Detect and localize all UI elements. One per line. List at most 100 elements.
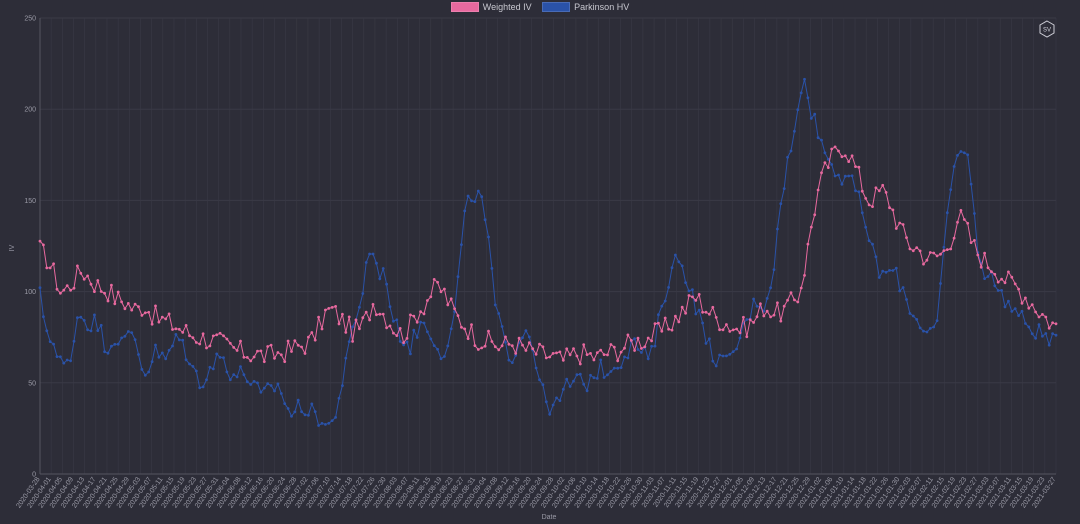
parkinson-hv-point[interactable] bbox=[426, 330, 429, 334]
parkinson-hv-point[interactable] bbox=[799, 91, 803, 95]
weighted-iv-point[interactable] bbox=[578, 362, 582, 366]
parkinson-hv-point[interactable] bbox=[1037, 323, 1041, 326]
parkinson-hv-point[interactable] bbox=[942, 245, 946, 249]
weighted-iv-point[interactable] bbox=[164, 317, 168, 321]
parkinson-hv-point[interactable] bbox=[143, 373, 147, 377]
parkinson-hv-point[interactable] bbox=[1044, 332, 1048, 335]
parkinson-hv-point[interactable] bbox=[290, 414, 293, 418]
weighted-iv-point[interactable] bbox=[436, 280, 439, 284]
parkinson-hv-point[interactable] bbox=[256, 381, 259, 385]
weighted-iv-point[interactable] bbox=[490, 340, 494, 343]
weighted-iv-point[interactable] bbox=[643, 345, 647, 349]
weighted-iv-point[interactable] bbox=[976, 253, 980, 257]
weighted-iv-point[interactable] bbox=[235, 349, 239, 352]
parkinson-hv-point[interactable] bbox=[286, 407, 290, 410]
weighted-iv-point[interactable] bbox=[460, 325, 463, 329]
parkinson-hv-point[interactable] bbox=[928, 327, 932, 330]
parkinson-hv-point[interactable] bbox=[262, 386, 266, 390]
parkinson-hv-point[interactable] bbox=[670, 266, 674, 270]
parkinson-hv-point[interactable] bbox=[718, 353, 721, 357]
weighted-iv-point[interactable] bbox=[809, 225, 813, 229]
parkinson-hv-point[interactable] bbox=[623, 355, 626, 359]
parkinson-hv-point[interactable] bbox=[480, 195, 484, 199]
weighted-iv-point[interactable] bbox=[93, 290, 96, 293]
weighted-iv-point[interactable] bbox=[466, 337, 470, 340]
weighted-iv-point[interactable] bbox=[422, 312, 426, 316]
weighted-iv-point[interactable] bbox=[184, 324, 188, 327]
weighted-iv-point[interactable] bbox=[354, 318, 358, 322]
weighted-iv-point[interactable] bbox=[181, 331, 185, 334]
parkinson-hv-point[interactable] bbox=[524, 329, 528, 332]
parkinson-hv-point[interactable] bbox=[443, 355, 446, 358]
parkinson-hv-point[interactable] bbox=[76, 316, 79, 320]
weighted-iv-point[interactable] bbox=[527, 341, 531, 345]
weighted-iv-point[interactable] bbox=[368, 318, 371, 322]
weighted-iv-point[interactable] bbox=[922, 262, 925, 266]
weighted-iv-point[interactable] bbox=[898, 221, 902, 225]
weighted-iv-point[interactable] bbox=[993, 272, 997, 276]
parkinson-hv-point[interactable] bbox=[782, 187, 786, 191]
parkinson-hv-point[interactable] bbox=[86, 328, 89, 332]
parkinson-hv-point[interactable] bbox=[864, 225, 868, 229]
weighted-iv-point[interactable] bbox=[1000, 277, 1003, 281]
weighted-iv-point[interactable] bbox=[925, 258, 929, 262]
parkinson-hv-point[interactable] bbox=[905, 298, 908, 301]
weighted-iv-point[interactable] bbox=[140, 314, 144, 317]
parkinson-hv-point[interactable] bbox=[687, 289, 691, 293]
weighted-iv-point[interactable] bbox=[616, 359, 620, 363]
weighted-iv-point[interactable] bbox=[174, 327, 178, 331]
weighted-iv-point[interactable] bbox=[307, 335, 310, 339]
parkinson-hv-point[interactable] bbox=[388, 305, 392, 309]
parkinson-hv-point[interactable] bbox=[945, 211, 949, 215]
parkinson-hv-point[interactable] bbox=[823, 151, 827, 155]
parkinson-hv-point[interactable] bbox=[1030, 332, 1034, 336]
parkinson-hv-point[interactable] bbox=[779, 202, 783, 206]
parkinson-hv-point[interactable] bbox=[412, 328, 416, 332]
parkinson-hv-point[interactable] bbox=[813, 112, 817, 116]
parkinson-hv-point[interactable] bbox=[439, 357, 443, 361]
weighted-iv-point[interactable] bbox=[918, 249, 922, 253]
parkinson-hv-point[interactable] bbox=[205, 378, 208, 382]
weighted-iv-point[interactable] bbox=[901, 223, 905, 226]
parkinson-hv-point[interactable] bbox=[249, 383, 253, 386]
weighted-iv-point[interactable] bbox=[636, 336, 640, 340]
parkinson-hv-point[interactable] bbox=[918, 326, 922, 330]
parkinson-hv-point[interactable] bbox=[283, 402, 287, 405]
weighted-iv-point[interactable] bbox=[585, 353, 589, 356]
parkinson-hv-point[interactable] bbox=[358, 305, 361, 309]
weighted-iv-point[interactable] bbox=[704, 310, 708, 314]
parkinson-hv-point[interactable] bbox=[1051, 332, 1054, 335]
parkinson-hv-point[interactable] bbox=[735, 347, 738, 351]
weighted-iv-point[interactable] bbox=[341, 312, 344, 316]
weighted-iv-point[interactable] bbox=[378, 312, 382, 316]
weighted-iv-point[interactable] bbox=[446, 303, 450, 307]
parkinson-hv-point[interactable] bbox=[721, 354, 725, 358]
weighted-iv-point[interactable] bbox=[42, 243, 45, 247]
weighted-iv-point[interactable] bbox=[286, 339, 290, 343]
parkinson-hv-point[interactable] bbox=[616, 366, 620, 370]
weighted-iv-point[interactable] bbox=[154, 304, 157, 308]
weighted-iv-point[interactable] bbox=[959, 209, 963, 212]
weighted-iv-point[interactable] bbox=[375, 313, 378, 317]
parkinson-hv-point[interactable] bbox=[296, 398, 300, 402]
weighted-iv-point[interactable] bbox=[660, 329, 664, 333]
parkinson-hv-point[interactable] bbox=[599, 358, 603, 362]
weighted-iv-point[interactable] bbox=[1054, 322, 1058, 326]
parkinson-hv-point[interactable] bbox=[755, 304, 759, 308]
weighted-iv-point[interactable] bbox=[524, 349, 528, 352]
weighted-iv-point[interactable] bbox=[762, 314, 766, 318]
parkinson-hv-point[interactable] bbox=[1010, 310, 1014, 313]
weighted-iv-point[interactable] bbox=[1037, 315, 1041, 319]
weighted-iv-point[interactable] bbox=[619, 350, 623, 354]
weighted-iv-point[interactable] bbox=[843, 154, 847, 158]
weighted-iv-point[interactable] bbox=[742, 315, 745, 319]
parkinson-hv-point[interactable] bbox=[460, 243, 463, 247]
parkinson-hv-point[interactable] bbox=[840, 182, 844, 186]
parkinson-hv-point[interactable] bbox=[901, 286, 905, 289]
parkinson-hv-point[interactable] bbox=[932, 325, 936, 329]
parkinson-hv-point[interactable] bbox=[123, 334, 127, 338]
weighted-iv-point[interactable] bbox=[215, 333, 219, 337]
weighted-iv-point[interactable] bbox=[497, 348, 501, 352]
parkinson-hv-point[interactable] bbox=[578, 372, 582, 376]
parkinson-hv-point[interactable] bbox=[568, 385, 572, 388]
